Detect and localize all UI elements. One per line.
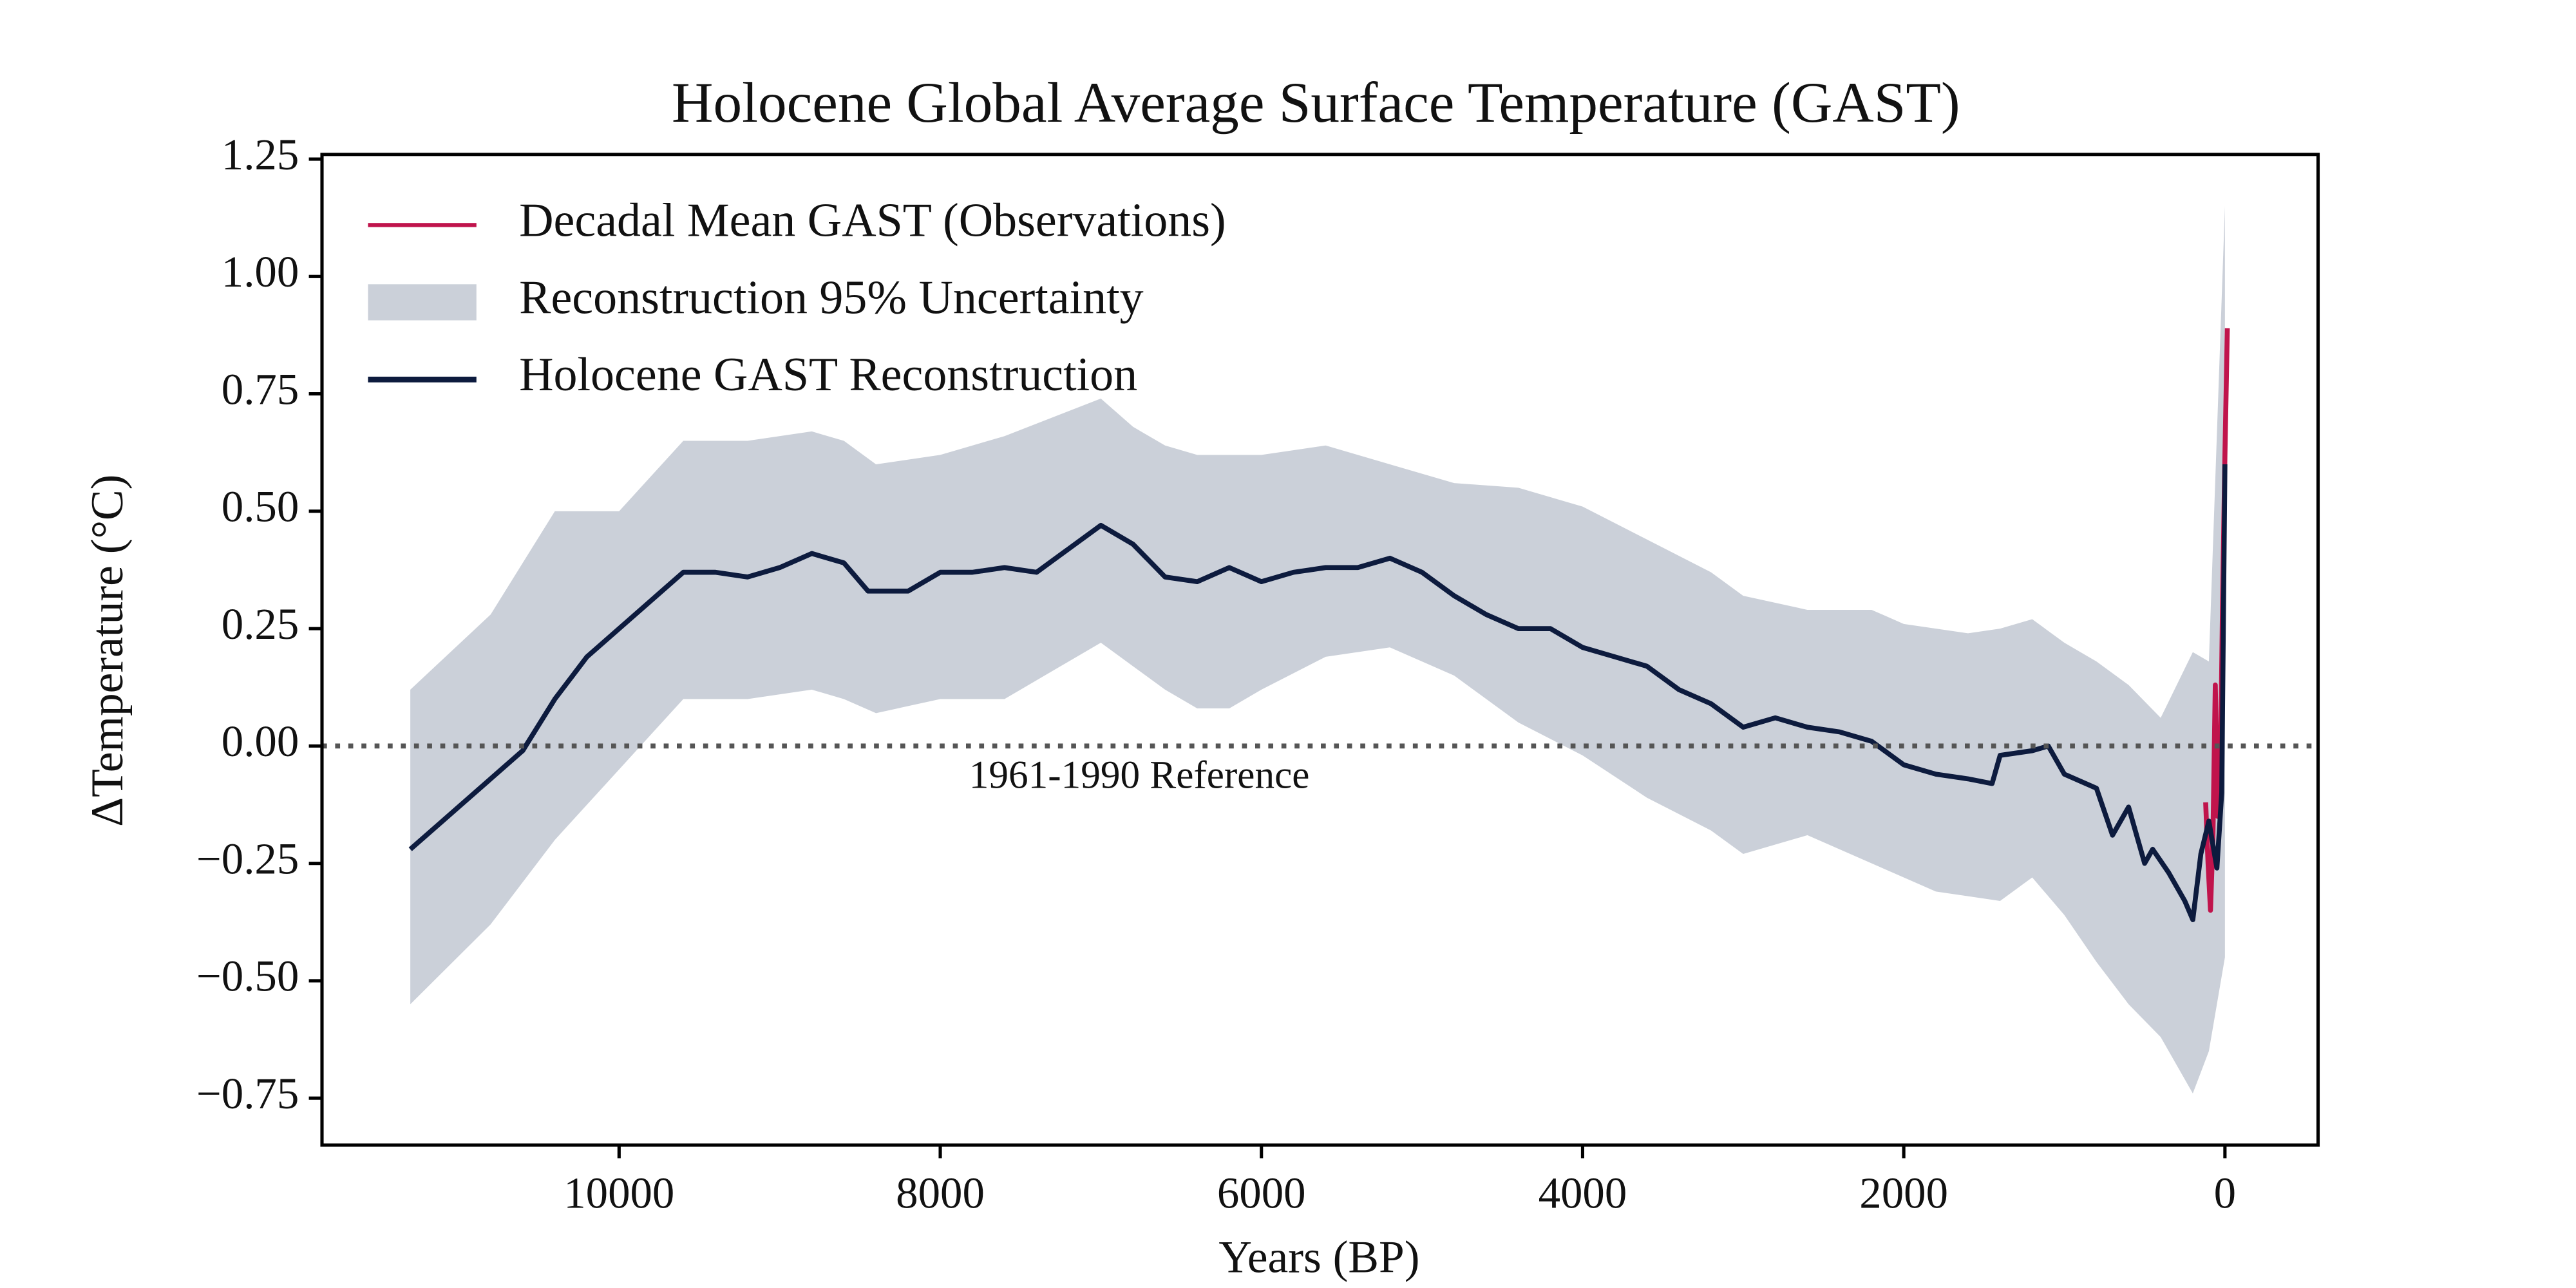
- uncertainty-band: [410, 205, 2225, 1094]
- y-tick-label: 0.00: [222, 717, 299, 766]
- y-axis-label: ΔTemperature (°C): [82, 475, 133, 827]
- x-tick-label: 2000: [1859, 1169, 1948, 1218]
- data-line: [408, 464, 2228, 922]
- x-tick-label: 6000: [1217, 1169, 1306, 1218]
- y-tick-label: −0.50: [196, 952, 299, 1001]
- chart-title: Holocene Global Average Surface Temperat…: [672, 71, 1960, 135]
- x-tick-label: 0: [2214, 1169, 2236, 1218]
- legend-label: Holocene GAST Reconstruction: [519, 348, 1137, 401]
- legend-label: Decadal Mean GAST (Observations): [519, 194, 1226, 247]
- plot-area: [408, 205, 2230, 1094]
- legend-swatch: [368, 284, 477, 321]
- y-tick-label: −0.75: [196, 1069, 299, 1118]
- y-tick-label: 1.00: [222, 247, 299, 296]
- y-tick-label: 0.50: [222, 482, 299, 531]
- x-tick-label: 10000: [564, 1169, 674, 1218]
- y-tick-label: 0.25: [222, 600, 299, 649]
- x-axis-label: Years (BP): [1218, 1232, 1419, 1283]
- x-tick-label: 8000: [896, 1169, 985, 1218]
- y-tick-label: −0.25: [196, 834, 299, 883]
- y-tick-label: 0.75: [222, 365, 299, 413]
- reference-label: 1961-1990 Reference: [969, 753, 1310, 797]
- x-tick-label: 4000: [1539, 1169, 1627, 1218]
- axes-frame: [320, 153, 2320, 1147]
- y-tick-label: 1.25: [222, 130, 299, 179]
- legend-label: Reconstruction 95% Uncertainty: [519, 271, 1144, 324]
